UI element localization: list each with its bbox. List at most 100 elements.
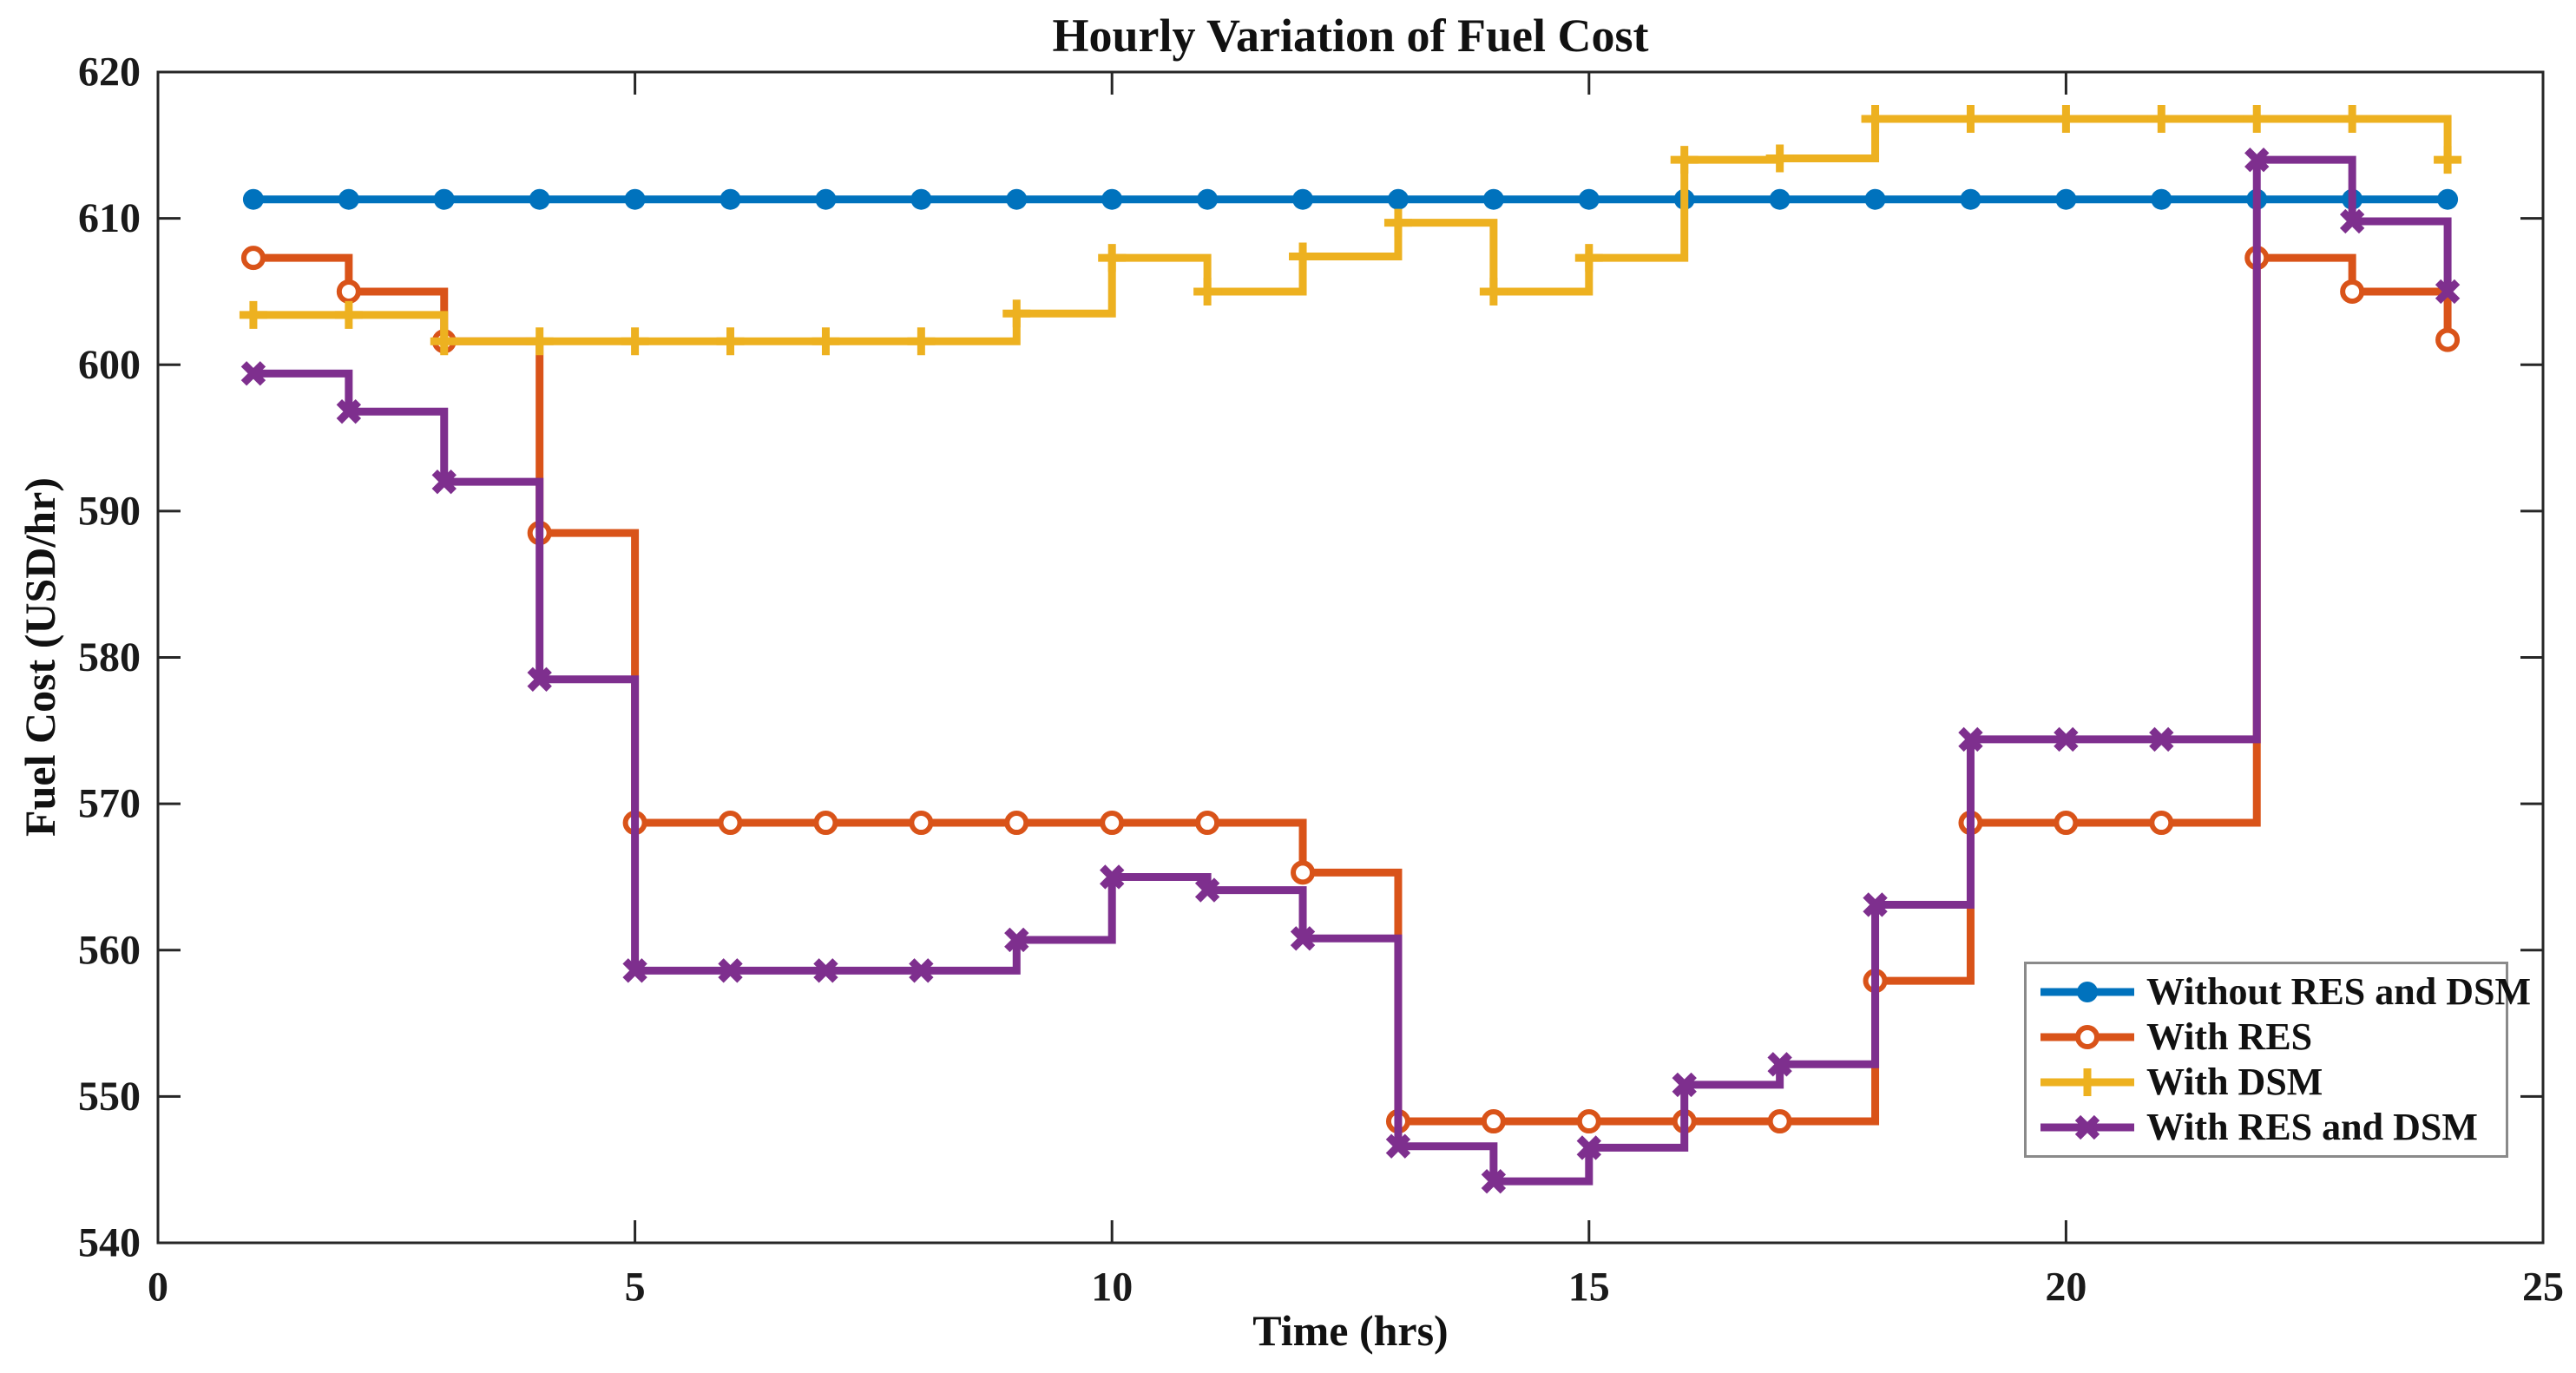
marker-x [1194,877,1220,903]
legend-label: Without RES and DSM [2146,970,2531,1013]
y-tick-label: 590 [78,488,141,534]
marker-x [909,958,934,983]
marker-plus [907,327,936,356]
marker-x [1290,926,1316,951]
legend-item-with-res: With RES [2039,1015,2506,1060]
marker-x [1004,927,1029,953]
marker-x [431,469,457,495]
y-axis-label: Fuel Cost (USD/hr) [16,477,64,837]
marker-x [1863,892,1888,917]
marker-circle-open [1481,1109,1506,1134]
marker-circle-open [2075,1025,2100,1049]
series-line [253,253,2452,1126]
marker-circle-open [240,246,266,271]
marker-circle-open [336,279,361,304]
marker-x [1767,1052,1792,1077]
chart-title: Hourly Variation of Fuel Cost [1052,10,1649,62]
marker-plus [2338,104,2367,133]
marker-x [813,958,838,983]
marker-plus [1098,244,1127,273]
marker-circle-filled [2055,188,2077,210]
marker-circle-open [1576,1109,1601,1134]
marker-circle-open [718,811,743,836]
y-tick-label: 570 [78,781,141,827]
series-without-res-and-dsm [242,188,2459,210]
marker-circle-open [1195,811,1220,836]
y-tick-label: 540 [78,1220,141,1266]
legend: Without RES and DSM With RES With DSM With … [2024,962,2531,1158]
marker-x [2339,208,2365,234]
y-tick-label: 550 [78,1074,141,1120]
marker-plus [1861,104,1889,133]
marker-circle-filled [720,188,741,210]
marker-circle-filled [1197,188,1219,210]
marker-circle-filled [2077,982,2098,1002]
marker-x [1385,1133,1411,1159]
marker-plus [1193,277,1222,305]
marker-x [1576,1135,1601,1160]
y-tick-label: 600 [78,342,141,388]
marker-plus [239,300,267,329]
marker-x [1481,1168,1507,1194]
marker-plus [2243,104,2271,133]
marker-x [622,958,647,983]
marker-circle-filled [529,188,550,210]
series-line [253,155,2452,1186]
x-tick-label: 15 [1568,1265,1610,1311]
marker-circle-filled [1387,188,1409,210]
marker-x [240,361,266,386]
marker-plus [334,300,363,329]
series-with-res [240,246,2461,1134]
marker-circle-filled [1006,188,1028,210]
marker-x [2149,726,2174,752]
marker-circle-filled [910,188,932,210]
marker-circle-open [1767,1109,1792,1134]
legend-item-without-res-and-dsm: Without RES and DSM [2039,969,2531,1015]
marker-plus [1765,144,1794,173]
marker-plus [812,327,840,356]
x-tick-label: 0 [148,1265,168,1311]
marker-x [2054,726,2079,752]
x-tick-label: 10 [1091,1265,1133,1311]
marker-circle-filled [2437,188,2459,210]
marker-circle-filled [624,188,646,210]
marker-circle-open [2149,811,2174,836]
x-axis-label: Time (hrs) [1252,1306,1449,1355]
x-tick-label: 20 [2045,1265,2086,1311]
marker-circle-filled [1769,188,1791,210]
axis-ticks: 0 5 10 15 20 25 540 550 560 570 580 590 600 610 620 [78,49,2564,1311]
marker-x [2244,147,2270,173]
marker-x [718,958,743,983]
y-tick-label: 560 [78,927,141,973]
x-tick-label: 25 [2522,1265,2564,1311]
marker-x [2435,279,2461,305]
marker-circle-filled [1578,188,1600,210]
marker-plus [1289,242,1318,271]
marker-plus [2073,1068,2101,1096]
marker-plus [716,327,745,356]
marker-plus [2052,104,2080,133]
y-tick-label: 620 [78,49,141,95]
series-line [253,115,2452,345]
legend-label: With DSM [2146,1061,2323,1103]
marker-plus [2434,146,2462,174]
marker-plus [2147,104,2176,133]
marker-circle-filled [1101,188,1123,210]
marker-plus [430,327,458,356]
marker-plus [1574,244,1603,273]
y-tick-label: 610 [78,195,141,241]
marker-plus [1383,208,1412,237]
marker-x [1100,864,1125,890]
marker-x [1958,726,1983,752]
series-with-res-and-dsm [240,147,2461,1194]
marker-circle-filled [1482,188,1504,210]
legend-label: With RES and DSM [2146,1106,2478,1148]
marker-circle-filled [242,188,264,210]
marker-circle-open [813,811,838,836]
marker-circle-open [2435,327,2461,352]
marker-plus [1956,104,1985,133]
marker-x [1672,1072,1697,1098]
legend-label: With RES [2146,1015,2313,1058]
